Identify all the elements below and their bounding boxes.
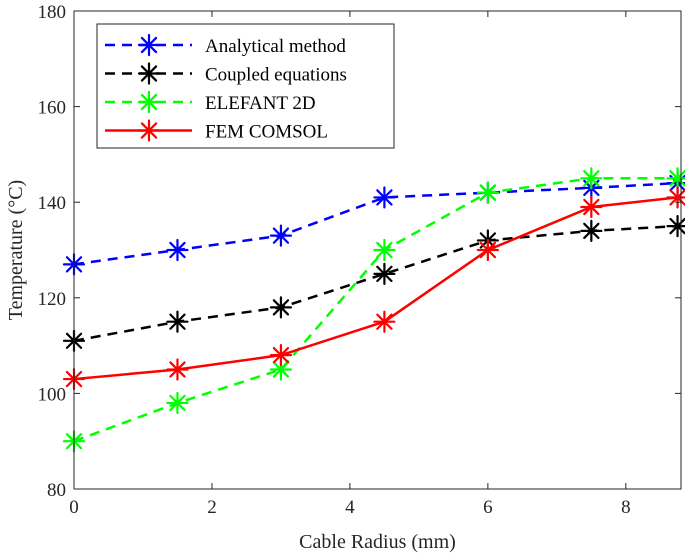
- legend: Analytical method Coupled equations ELEFAN…: [96, 23, 395, 149]
- series-elefant-2d: [62, 167, 685, 453]
- y-tick-label: 160: [38, 98, 67, 119]
- data-point-marker: [269, 344, 293, 367]
- legend-marker: [137, 33, 161, 57]
- data-point-marker: [166, 238, 189, 262]
- y-tick-label: 80: [47, 480, 66, 501]
- data-point-marker: [476, 181, 499, 204]
- legend-entry: Analytical method: [105, 33, 346, 57]
- legend-entry: FEM COMSOL: [105, 119, 328, 143]
- series-fem-comsol: [62, 186, 685, 391]
- y-tick-label: 180: [38, 2, 67, 23]
- legend-marker: [137, 90, 161, 114]
- legend-label: ELEFANT 2D: [205, 93, 316, 114]
- legend-marker: [137, 62, 161, 85]
- data-point-marker: [666, 167, 685, 190]
- legend-entry: ELEFANT 2D: [105, 90, 316, 114]
- x-axis-label: Cable Radius (mm): [299, 531, 456, 553]
- y-axis-label: Temperature (°C): [5, 180, 27, 320]
- data-point-marker: [166, 358, 189, 381]
- legend-label: FEM COMSOL: [205, 122, 328, 143]
- data-point-marker: [166, 391, 189, 415]
- series-layer: [62, 167, 685, 453]
- data-point-marker: [269, 224, 293, 247]
- data-point-marker: [166, 310, 189, 333]
- data-point-marker: [476, 238, 499, 262]
- data-point-marker: [580, 167, 603, 190]
- x-tick-label: 8: [621, 497, 631, 518]
- data-point-marker: [666, 215, 685, 238]
- y-tick-label: 140: [38, 193, 67, 214]
- data-point-marker: [373, 310, 396, 333]
- legend-marker: [137, 119, 161, 142]
- data-point-marker: [373, 262, 396, 285]
- data-point-marker: [269, 296, 293, 319]
- x-axis-ticks: 0 2 4 6 8: [69, 11, 631, 518]
- y-tick-label: 100: [38, 384, 67, 405]
- data-point-marker: [373, 186, 396, 209]
- x-tick-label: 0: [69, 497, 79, 518]
- plot-frame: [73, 10, 682, 490]
- legend-entry: Coupled equations: [105, 62, 347, 86]
- x-tick-label: 2: [207, 497, 217, 518]
- data-point-marker: [580, 195, 603, 219]
- y-axis-ticks: 80 100 120 140 160 180: [38, 2, 681, 501]
- data-point-marker: [580, 219, 603, 242]
- legend-label: Coupled equations: [205, 65, 347, 86]
- x-tick-label: 4: [345, 497, 355, 518]
- y-tick-label: 120: [38, 289, 67, 310]
- data-point-marker: [373, 238, 396, 262]
- legend-label: Analytical method: [205, 36, 346, 57]
- x-tick-label: 6: [483, 497, 493, 518]
- data-point-marker: [666, 186, 685, 209]
